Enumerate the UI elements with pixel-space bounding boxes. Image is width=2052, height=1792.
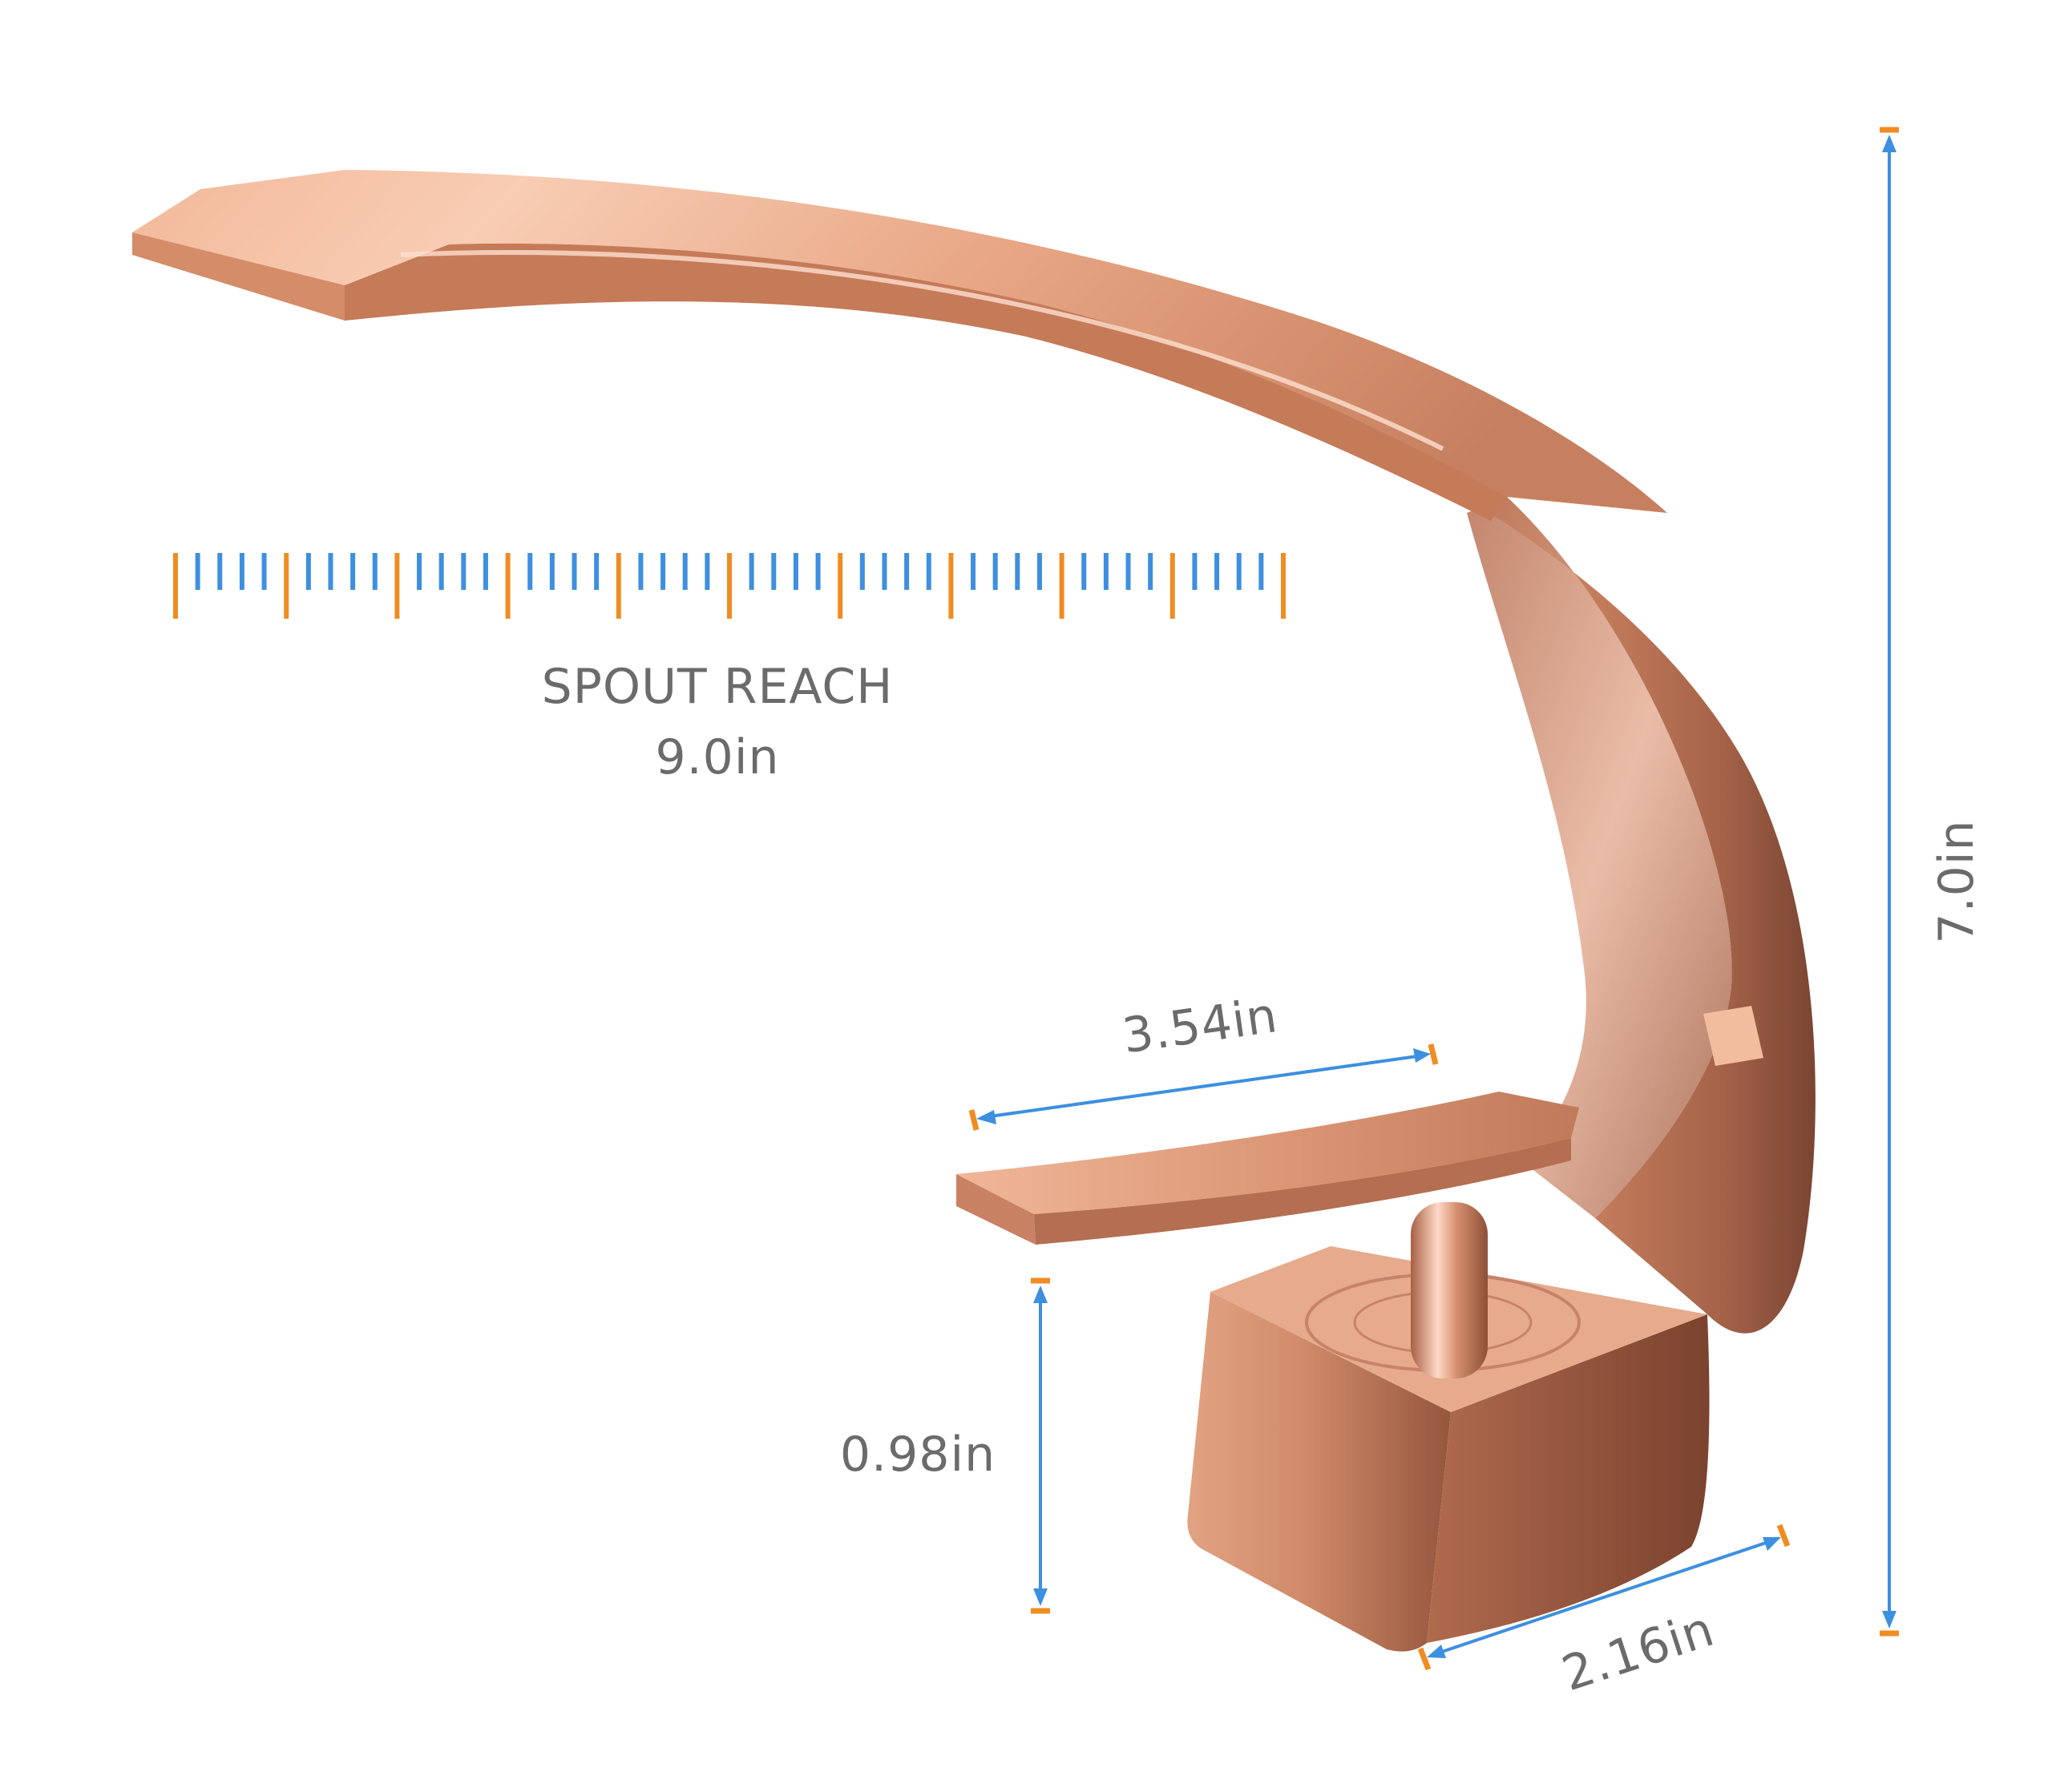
faucet-spout-highlight: [400, 249, 1444, 451]
height-dimension: [1880, 127, 1899, 1637]
faucet-handle-stem: [1411, 1202, 1488, 1378]
spout-reach-title: SPOUT REACH: [542, 659, 894, 715]
handle-length-dimension: [968, 1043, 1439, 1131]
faucet-spout-underside: [345, 243, 1507, 521]
faucet-arc-slot: [1703, 1006, 1763, 1066]
faucet-handle-front: [956, 1174, 1036, 1245]
faucet-handle-top: [956, 1092, 1579, 1214]
faucet-illustration: [132, 170, 1816, 1652]
faucet-handle-underside: [1034, 1138, 1571, 1245]
base-depth-label: 2.16in: [1556, 1601, 1721, 1703]
base-height-label: 0.98in: [840, 1427, 996, 1483]
faucet-spout-arc: [1154, 346, 1816, 1334]
handle-length-line: [984, 1054, 1424, 1119]
base-depth-line: [1434, 1539, 1774, 1656]
base-height-dimension: [1031, 1277, 1050, 1614]
faucet-spout-front: [132, 232, 345, 321]
height-label: 7.0in: [1929, 819, 1985, 943]
faucet-base-front: [1187, 1292, 1451, 1652]
spout-reach-value: 9.0in: [655, 729, 779, 785]
handle-length-label: 3.54in: [1119, 987, 1281, 1064]
spout-reach-ruler: [173, 553, 1286, 619]
faucet-spout-top: [132, 170, 1667, 513]
faucet-arc-inner-face: [1467, 497, 1732, 1218]
faucet-base-side: [1427, 1314, 1710, 1643]
base-depth-dimension: [1417, 1524, 1791, 1671]
